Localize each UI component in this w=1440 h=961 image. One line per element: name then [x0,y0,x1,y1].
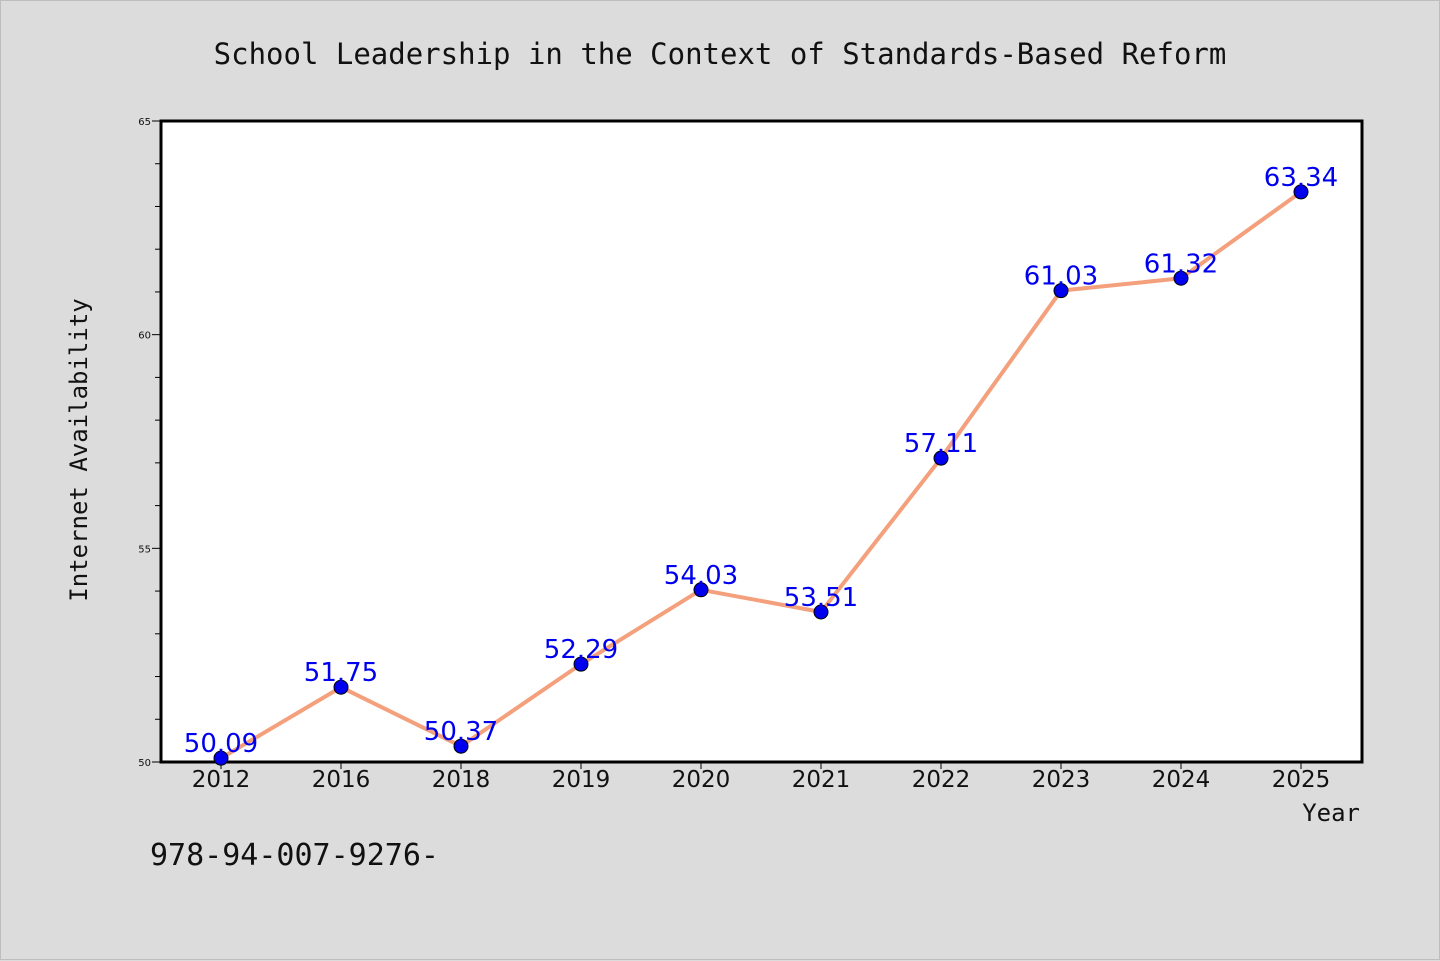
x-tick-label: 2024 [1152,767,1211,793]
y-tick-label: 50 [138,758,151,769]
footer-code: 978-94-007-9276- [150,838,439,873]
x-tick-label: 2019 [552,767,611,793]
y-tick-label: 55 [138,544,151,555]
data-point [333,679,349,695]
x-axis: 2012 2016 2018 2019 2020 2021 2022 2023 2024 2025 [192,762,1331,793]
x-tick-label: 2021 [792,767,851,793]
x-tick-label: 2022 [912,767,971,793]
data-label: 61.32 [1144,249,1218,279]
data-label: 50.09 [184,729,258,759]
data-point [213,750,229,766]
x-axis-label: Year [1302,799,1360,827]
data-label: 52.29 [544,635,618,665]
plot-area [159,119,1364,764]
x-tick-label: 2018 [432,767,491,793]
series-line-group: 50.09 51.75 50.37 52.29 54.03 53.51 57.11 61.03… [184,163,1338,766]
x-tick-label: 2020 [672,767,731,793]
x-tick-label: 2025 [1272,767,1331,793]
data-point [573,656,589,672]
data-point [1293,184,1309,200]
y-axis: 50 55 60 65 [138,117,161,769]
x-tick-label: 2016 [312,767,371,793]
data-point [1173,270,1189,286]
y-axis-label: Internet Availability [65,298,93,601]
y-tick-label: 60 [138,331,151,342]
x-tick-label: 2012 [192,767,251,793]
series-line [219,189,1303,761]
data-label: 53.51 [784,583,858,613]
data-point [453,738,469,754]
data-label: 50.37 [424,717,498,747]
chart-title: School Leadership in the Context of Stan… [214,37,1227,71]
data-point [1053,283,1069,299]
data-label: 61.03 [1024,262,1098,292]
data-label: 63.34 [1264,163,1338,193]
data-label: 57.11 [904,429,978,459]
y-tick-label: 65 [138,117,151,128]
data-point [933,450,949,466]
data-label: 51.75 [304,658,378,688]
x-tick-label: 2023 [1032,767,1091,793]
data-point [693,582,709,598]
data-point [813,604,829,620]
data-label: 54.03 [664,561,738,591]
